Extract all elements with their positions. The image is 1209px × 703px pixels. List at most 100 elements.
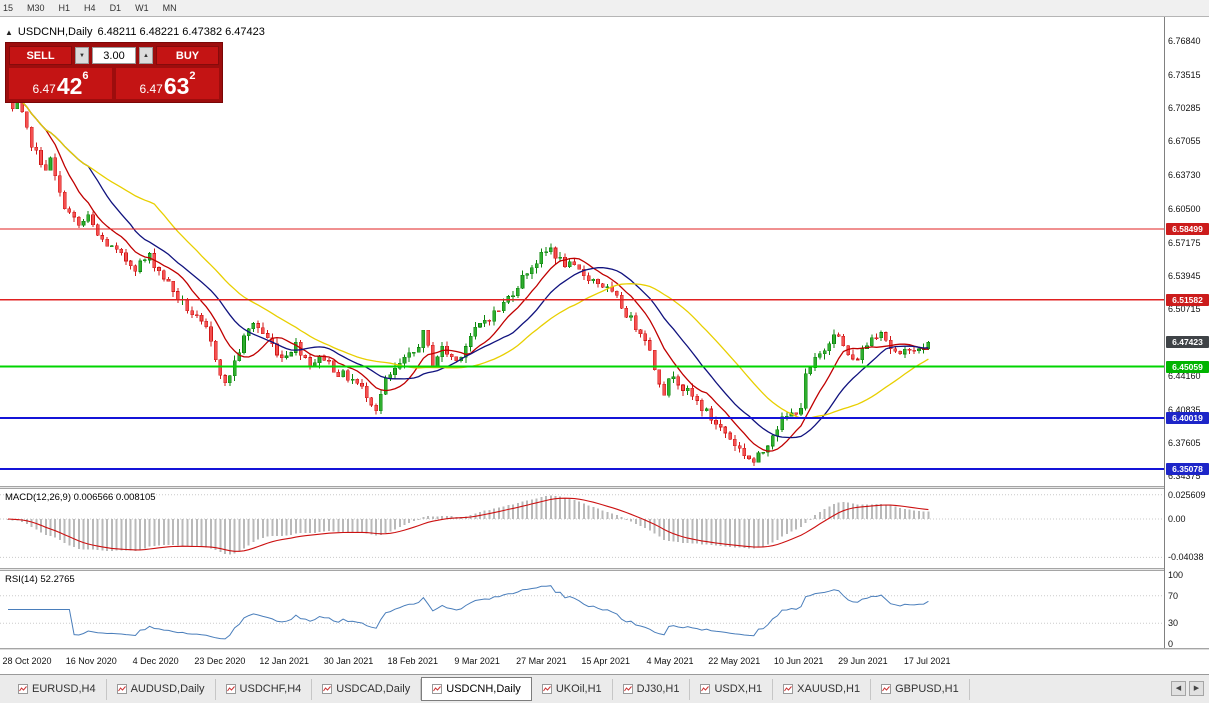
price-tick: 6.67055 [1168,136,1201,147]
chart-icon [622,684,633,694]
date-label: 16 Nov 2020 [65,656,117,666]
rsi-level-lines [0,595,1164,624]
panel-divider[interactable] [0,486,1209,489]
symbol-tab-USDCNH-Daily[interactable]: USDCNH,Daily [421,677,532,701]
macd-scale-tick: 0.00 [1168,514,1186,524]
date-label: 30 Jan 2021 [323,656,374,666]
price-chart-panel[interactable]: ▲ USDCNH,Daily 6.48211 6.48221 6.47382 6… [0,17,1164,486]
tabs-scroll-left-button[interactable]: ◀ [1171,681,1186,696]
chart-icon [881,684,892,694]
rsi-indicator-panel[interactable]: RSI(14) 52.2765 [0,571,1164,648]
moving-average-lines [7,89,929,452]
chart-icon [783,684,794,694]
macd-signal-line [7,497,929,552]
symbol-tab-USDCAD-Daily[interactable]: USDCAD,Daily [312,678,422,700]
price-chart-svg [0,83,1164,470]
timeframe-button-M30[interactable]: M30 [27,3,45,13]
timeframe-button-MN[interactable]: MN [162,3,177,13]
macd-scale-tick: 0.025609 [1168,489,1206,500]
price-badge: 6.45059 [1166,360,1209,373]
chart-icon [18,684,28,694]
price-tick: 6.60500 [1168,203,1201,214]
date-label: 12 Jan 2021 [259,656,309,666]
symbol-tabs: EURUSD,H4 AUDUSD,Daily USDCHF,H4 USDCAD,Dai… [8,677,970,701]
price-tick: 6.76840 [1168,36,1201,47]
chart-icon [116,684,127,694]
chart-icon [432,684,443,694]
timeframe-button-D1[interactable]: D1 [109,3,122,13]
buy-price-small: 6.47 [139,82,163,96]
timeframe-button-H4[interactable]: H4 [84,3,96,13]
symbol-tab-label: USDCHF,H4 [239,683,302,695]
symbol-tab-bar: EURUSD,H4 AUDUSD,Daily USDCHF,H4 USDCAD,Dai… [0,674,1209,703]
date-label: 9 Mar 2021 [454,656,500,666]
price-tick: 6.53945 [1168,270,1201,281]
collapse-chart-icon[interactable]: ▲ [5,27,13,37]
date-label: 15 Apr 2021 [581,656,630,666]
sell-price-button[interactable]: 6.47 42 6 [9,68,112,99]
sell-price-small: 6.47 [32,82,56,96]
date-label: 28 Oct 2020 [2,656,52,666]
buy-price-button[interactable]: 6.47 63 2 [116,68,219,99]
macd-scale-tick: -0.04038 [1168,552,1204,563]
macd-level-lines [0,494,1164,558]
sell-button[interactable]: SELL [9,46,72,65]
price-tick: 6.37605 [1168,437,1201,448]
symbol-tab-label: UKOil,H1 [555,683,602,695]
symbol-tab-EURUSD-H4[interactable]: EURUSD,H4 [8,678,107,700]
symbol-tab-USDX-H1[interactable]: USDX,H1 [690,678,774,700]
date-axis[interactable]: 28 Oct 2020 16 Nov 2020 4 Dec 2020 23 Dec 2… [0,650,1209,674]
price-tick: 6.50715 [1168,303,1201,314]
timeframe-button-15[interactable]: 15 [3,3,14,13]
sell-price-sup: 6 [82,70,89,82]
price-badge: 6.47423 [1166,336,1209,349]
rsi-scale-tick: 30 [1168,618,1179,629]
chart-icon [700,684,711,694]
tabs-scroll-right-button[interactable]: ▶ [1189,681,1204,696]
date-label: 27 Mar 2021 [516,656,567,666]
volume-up-button[interactable]: ▲ [139,47,153,64]
date-label: 29 Jun 2021 [838,656,888,666]
rsi-svg [0,585,1164,640]
price-scale[interactable]: 6.76840 6.73515 6.70285 6.67055 6.63730 6.605… [1164,17,1209,649]
macd-histogram [7,495,930,555]
price-badge: 6.40019 [1166,412,1209,425]
volume-down-button[interactable]: ▼ [75,47,89,64]
symbol-tab-USDCHF-H4[interactable]: USDCHF,H4 [216,678,313,700]
rsi-scale-tick: 0 [1168,639,1174,649]
chart-title: ▲ USDCNH,Daily 6.48211 6.48221 6.47382 6… [5,26,265,38]
macd-indicator-panel[interactable]: MACD(12,26,9) 0.006566 0.008105 [0,489,1164,568]
panel-divider [0,648,1209,650]
timeframe-button-H1[interactable]: H1 [58,3,71,13]
tab-scroll-arrows: ◀ ▶ [1171,681,1204,696]
rsi-scale-tick: 70 [1168,590,1179,601]
symbol-tab-DJ30-H1[interactable]: DJ30,H1 [613,678,691,700]
chart-icon [541,684,552,694]
price-badge: 6.35078 [1166,462,1209,475]
symbol-tab-UKOil-H1[interactable]: UKOil,H1 [532,678,613,700]
chart-icon [322,684,333,694]
date-label: 18 Feb 2021 [387,656,439,666]
buy-price-sup: 2 [189,70,196,82]
rsi-label: RSI(14) 52.2765 [5,574,75,585]
date-label: 17 Jul 2021 [903,656,951,666]
buy-price-big: 63 [163,73,190,99]
symbol-tab-label: DJ30,H1 [636,683,680,695]
timeframe-button-W1[interactable]: W1 [135,3,149,13]
buy-button[interactable]: BUY [156,46,219,65]
symbol-tab-XAUUSD-H1[interactable]: XAUUSD,H1 [773,678,872,700]
symbol-tab-GBPUSD-H1[interactable]: GBPUSD,H1 [871,678,970,700]
macd-label: MACD(12,26,9) 0.006566 0.008105 [5,492,156,503]
volume-input[interactable] [92,47,136,64]
macd-svg [0,494,1164,558]
symbol-tab-AUDUSD-Daily[interactable]: AUDUSD,Daily [107,678,216,700]
date-label: 4 Dec 2020 [132,656,179,666]
date-label: 23 Dec 2020 [194,656,246,666]
chart-icon [225,684,236,694]
date-label: 22 May 2021 [708,656,761,666]
date-label: 4 May 2021 [646,656,694,666]
horizontal-level-lines[interactable] [0,228,1164,470]
price-tick: 6.70285 [1168,103,1201,114]
panel-divider[interactable] [0,568,1209,571]
